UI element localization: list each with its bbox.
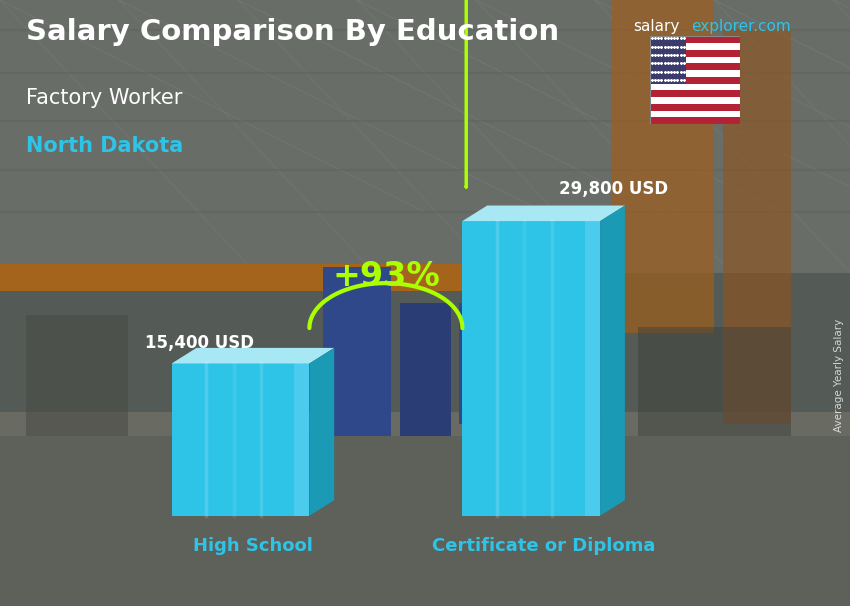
Bar bbox=[650, 97, 740, 104]
Bar bbox=[0, 264, 468, 291]
Bar bbox=[650, 50, 740, 56]
Bar bbox=[0, 264, 468, 291]
Bar bbox=[650, 43, 740, 50]
Bar bbox=[650, 56, 740, 64]
Bar bbox=[612, 0, 714, 333]
Bar bbox=[650, 84, 740, 90]
Polygon shape bbox=[600, 205, 625, 516]
Polygon shape bbox=[585, 221, 600, 516]
Text: 29,800 USD: 29,800 USD bbox=[559, 179, 668, 198]
Text: Salary Comparison By Education: Salary Comparison By Education bbox=[26, 18, 558, 46]
Bar bbox=[638, 327, 790, 436]
Text: High School: High School bbox=[193, 538, 313, 556]
Polygon shape bbox=[172, 364, 309, 516]
Text: +93%: +93% bbox=[332, 260, 439, 293]
Polygon shape bbox=[309, 348, 334, 516]
Bar bbox=[459, 303, 502, 424]
Bar bbox=[0, 412, 850, 436]
Polygon shape bbox=[172, 348, 334, 364]
Bar bbox=[0, 424, 850, 606]
Polygon shape bbox=[462, 205, 625, 221]
Text: explorer.com: explorer.com bbox=[691, 19, 790, 35]
Bar bbox=[0, 0, 850, 273]
Bar bbox=[650, 90, 740, 97]
Bar bbox=[722, 30, 790, 424]
Text: Certificate or Diploma: Certificate or Diploma bbox=[432, 538, 655, 556]
Bar bbox=[26, 315, 128, 436]
Text: North Dakota: North Dakota bbox=[26, 136, 183, 156]
Polygon shape bbox=[294, 364, 309, 516]
Bar bbox=[650, 77, 740, 84]
Text: 15,400 USD: 15,400 USD bbox=[144, 334, 254, 351]
Polygon shape bbox=[462, 221, 600, 516]
Text: salary: salary bbox=[633, 19, 680, 35]
Text: Average Yearly Salary: Average Yearly Salary bbox=[834, 319, 844, 432]
Bar bbox=[400, 303, 451, 436]
Bar bbox=[650, 104, 740, 111]
Text: Factory Worker: Factory Worker bbox=[26, 88, 182, 108]
Bar bbox=[323, 267, 391, 436]
Bar bbox=[650, 118, 740, 124]
Bar bbox=[650, 36, 740, 43]
Bar bbox=[650, 36, 686, 84]
Bar bbox=[650, 111, 740, 118]
Bar bbox=[650, 64, 740, 70]
Bar bbox=[650, 70, 740, 77]
